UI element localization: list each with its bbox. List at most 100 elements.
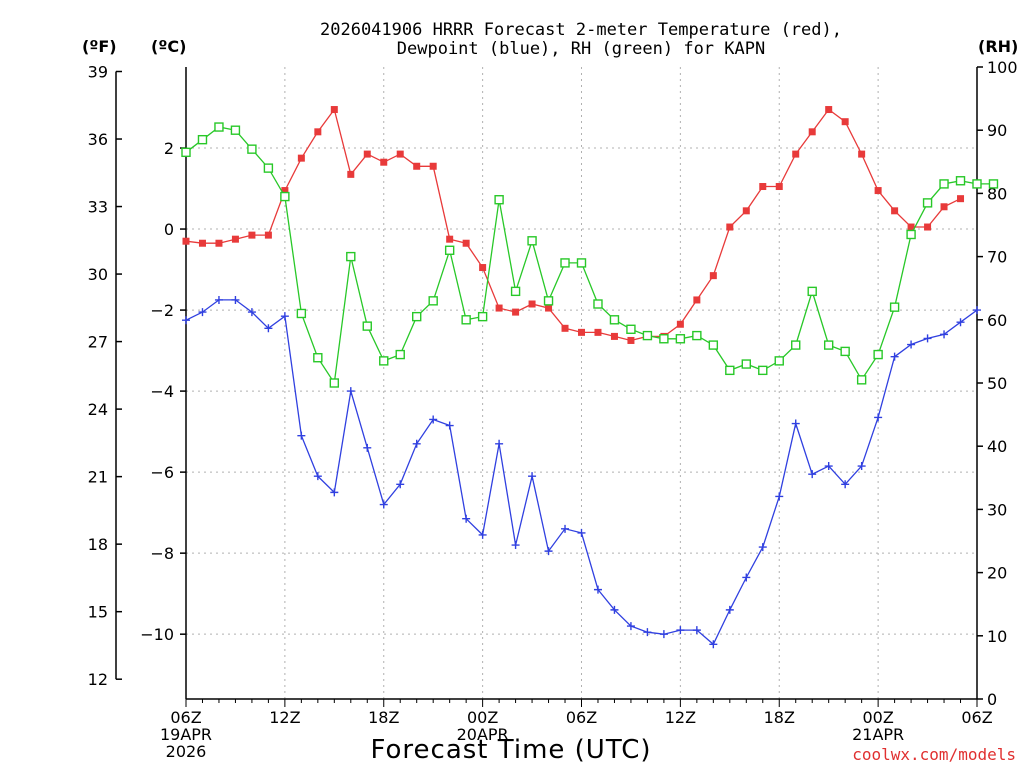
rh-tick-label: 90: [987, 121, 1007, 140]
chart-title: 2026041906 HRRR Forecast 2-meter Tempera…: [320, 20, 842, 59]
fahrenheit-tick-label: 36: [88, 130, 108, 149]
rh-line: [185, 126, 994, 385]
rh-point: [543, 296, 554, 306]
rh-point: [280, 191, 290, 202]
temperature-point: [314, 128, 322, 136]
dewpoint-point: [544, 547, 553, 556]
x-tick-label-line: 2026: [166, 742, 207, 761]
fahrenheit-unit-label: (ºF): [82, 37, 117, 56]
dewpoint-point: [890, 352, 899, 361]
temperature-series: [182, 106, 965, 344]
rh-point: [922, 198, 933, 208]
rh-point: [758, 365, 768, 376]
credit-text: coolwx.com/models: [852, 745, 1016, 764]
x-tick-label-line: 12Z: [665, 708, 696, 727]
temperature-point: [841, 118, 849, 126]
temperature-point: [264, 231, 272, 239]
dewpoint-point: [561, 524, 570, 533]
rh-point: [939, 179, 949, 189]
dewpoint-point: [412, 439, 421, 448]
dewpoint-point: [923, 334, 932, 343]
rh-tick-label: 10: [987, 627, 1007, 646]
temperature-point: [693, 296, 701, 304]
rh-tick-label: 70: [987, 248, 1007, 267]
dewpoint-point: [214, 295, 223, 304]
rh-point: [725, 365, 735, 376]
dewpoint-point: [857, 462, 866, 471]
rh-point: [560, 258, 570, 268]
rh-point: [197, 134, 208, 145]
temperature-point: [330, 106, 338, 114]
dewpoint-point: [280, 312, 289, 321]
temperature-point: [231, 235, 239, 243]
x-tick-label-line: 06Z: [170, 708, 201, 727]
dewpoint-point: [264, 324, 273, 333]
rh-point: [856, 375, 867, 385]
dewpoint-point: [676, 626, 685, 635]
rh-tick-label: 30: [987, 500, 1007, 519]
dewpoint-point: [330, 488, 339, 497]
rh-point: [840, 346, 850, 357]
rh-point: [675, 334, 686, 344]
fahrenheit-tick-label: 21: [88, 468, 108, 487]
temperature-point: [413, 162, 421, 170]
rh-point: [972, 179, 982, 189]
temperature-point: [594, 328, 602, 336]
dewpoint-point: [874, 413, 883, 422]
dewpoint-point: [247, 308, 256, 317]
x-tick-label-line: 19APR: [160, 725, 212, 744]
temperature-point: [429, 162, 437, 170]
rh-point: [263, 163, 274, 173]
x-tick-label-line: 21APR: [852, 725, 904, 744]
dewpoint-point: [626, 622, 635, 631]
temperature-point: [825, 106, 833, 114]
dewpoint-point: [659, 630, 668, 639]
temperature-point: [479, 264, 487, 272]
rh-point: [807, 286, 817, 297]
celsius-tick-label: −2: [150, 301, 174, 320]
dewpoint-point: [396, 480, 405, 489]
x-tick-label-line: 20APR: [457, 725, 509, 744]
x-tick-label: 18Z: [764, 708, 795, 727]
celsius-tick-label: −4: [150, 382, 174, 401]
temperature-point: [578, 328, 585, 336]
dewpoint-point: [824, 462, 833, 471]
temperature-point: [627, 336, 635, 344]
temperature-point: [545, 304, 553, 312]
dewpoint-point: [643, 628, 652, 637]
rh-point: [230, 125, 241, 135]
temperature-point: [858, 150, 866, 158]
temperature-point: [182, 237, 190, 245]
dewpoint-point: [577, 528, 586, 537]
temperature-point: [462, 239, 470, 247]
fahrenheit-tick-label: 12: [88, 670, 108, 689]
x-tick-label: 06Z: [566, 708, 597, 727]
x-tick-label: 12Z: [269, 708, 300, 727]
temperature-point: [512, 308, 520, 316]
chart-title-line: 2026041906 HRRR Forecast 2-meter Tempera…: [320, 20, 842, 40]
temperature-line: [185, 108, 961, 342]
temperature-point: [446, 235, 454, 243]
rh-point: [906, 229, 916, 240]
celsius-tick-label: 2: [164, 139, 174, 158]
dewpoint-point: [692, 626, 701, 635]
dewpoint-point: [973, 306, 981, 315]
rh-point: [642, 330, 653, 341]
rh-point: [692, 330, 702, 341]
rh-tick-label: 40: [987, 437, 1007, 456]
dewpoint-point: [791, 419, 800, 428]
fahrenheit-tick-label: 30: [88, 265, 108, 284]
x-tick-label: 06Z 19APR 2026: [160, 708, 212, 761]
temperature-point: [742, 207, 750, 215]
fahrenheit-tick-label: 15: [88, 603, 108, 622]
temperature-point: [363, 150, 371, 158]
temperature-point: [907, 223, 915, 231]
x-tick-label-line: 18Z: [764, 708, 795, 727]
rh-point: [593, 299, 603, 309]
temperature-point: [198, 239, 206, 247]
fahrenheit-tick-label: 18: [88, 535, 108, 554]
fahrenheit-tick-label: 27: [88, 333, 108, 352]
rh-point: [477, 311, 488, 322]
x-tick-label-line: 18Z: [368, 708, 399, 727]
